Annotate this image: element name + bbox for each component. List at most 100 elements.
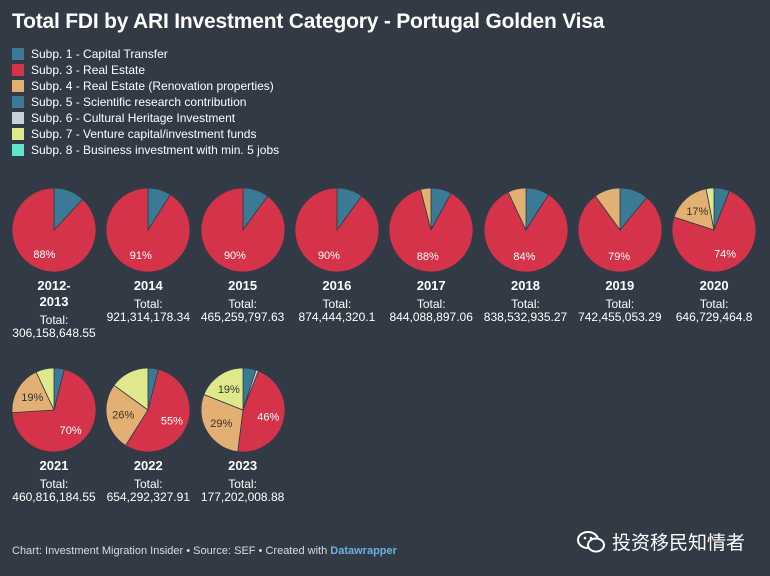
total-value: 306,158,648.55 [12,326,96,340]
total-label: Total: [416,297,446,311]
legend-swatch [12,112,24,124]
pie-slice-subp7 [113,367,149,411]
watermark: 投资移民知情者 [576,528,745,555]
pie-slice-subp7 [203,367,243,411]
slice-percent-label: 46% [257,411,279,423]
pie-chart-4: 88% 2017 Total: 844,088,897.06 [384,187,478,324]
legend-label: Subp. 5 - Scientific research contributi… [31,95,247,109]
pie-chart-2: 90% 2015 Total: 465,259,797.63 [196,187,290,324]
pie-year: 2018 [511,278,540,293]
pie-year: 2022 [133,458,163,473]
total-label: Total: [228,477,257,491]
pie-slice-subp4 [507,187,526,231]
total-label: Total: [511,297,540,311]
slice-percent-label: 88% [417,251,439,263]
pie-year: 2015 [228,278,258,293]
pie-chart-5: 84% 2018 Total: 838,532,935.27 [479,187,573,324]
pie-chart-3: 90% 2016 Total: 874,444,320.1 [290,187,384,324]
pie-slice-subp4 [673,188,715,231]
legend-swatch [12,96,24,108]
legend-swatch [12,128,24,140]
slice-percent-label: 84% [513,251,535,263]
pie-year: 2019 [605,278,635,293]
slice-percent-label: 17% [686,206,708,218]
legend-item: Subp. 7 - Venture capital/investment fun… [12,126,279,142]
pie-chart-10: 46% 29% 19% 2023 Total: 177,202,008.88 [196,367,290,504]
total-value: 177,202,008.88 [200,490,285,504]
pie-year: 2012- 2013 [37,278,71,309]
pie-slice-subp3 [671,190,757,273]
total-value: 921,314,178.34 [106,310,190,324]
legend-label: Subp. 6 - Cultural Heritage Investment [31,111,236,125]
pie-slice-subp3 [577,195,663,273]
legend-label: Subp. 8 - Business investment with min. … [31,143,280,157]
footer-text: Chart: Investment Migration Insider • So… [12,545,331,557]
pie-svg: 88% [11,187,97,273]
total-value: 460,816,184.55 [12,490,96,504]
pie-svg: 90% [200,187,285,273]
pie-slice-subp3 [388,188,474,273]
pie-svg: 55% 26% [105,367,191,453]
slice-percent-label: 26% [113,410,135,422]
pie-svg: 46% 29% 19% [200,367,285,453]
pie-slice-subp4 [11,371,55,414]
legend: Subp. 1 - Capital Transfer Subp. 3 - Real… [12,46,279,158]
pie-slice-subp3 [125,368,191,453]
total-value: 742,455,053.29 [578,310,662,324]
chart-title: Total FDI by ARI Investment Category - P… [12,10,605,33]
total-label: Total: [39,477,69,491]
legend-item: Subp. 6 - Cultural Heritage Investment [12,110,279,126]
legend-label: Subp. 7 - Venture capital/investment fun… [31,127,257,141]
legend-label: Subp. 1 - Capital Transfer [31,47,168,61]
total-label: Total: [133,477,163,491]
slice-percent-label: 90% [224,250,246,262]
pie-slice-subp3 [11,187,97,273]
pie-svg: 79% [577,187,663,273]
pie-year: 2021 [39,458,69,473]
total-value: 465,259,797.63 [200,310,285,324]
pie-slice-subp4 [105,384,149,447]
pie-svg: 84% [483,187,568,273]
pie-slice-subp3 [483,191,568,273]
pie-svg: 90% [294,187,380,273]
pie-slice-subp3 [200,187,285,273]
pie-svg: 88% [388,187,474,273]
pie-chart-9: 55% 26% 2022 Total: 654,292,327.91 [101,367,195,504]
legend-label: Subp. 4 - Real Estate (Renovation proper… [31,79,274,93]
legend-swatch [12,144,24,156]
total-label: Total: [228,297,257,311]
pie-year: 2014 [133,278,163,293]
pie-year: 2016 [322,278,352,293]
total-value: 874,444,320.1 [298,310,376,324]
pie-svg: 74% 17% [671,187,757,273]
pie-year: 2017 [416,278,446,293]
legend-item: Subp. 8 - Business investment with min. … [12,142,279,158]
pie-slice-subp7 [705,187,715,231]
wechat-icon [577,530,605,552]
legend-label: Subp. 3 - Real Estate [31,63,146,77]
slice-percent-label: 91% [130,250,152,262]
pie-chart-0: 88% 2012- 2013 Total: 306,158,648.55 [7,187,101,340]
pie-slice-subp3 [236,370,285,453]
total-label: Total: [133,297,163,311]
pie-year: 2020 [699,278,729,293]
pie-slice-subp3 [294,187,380,273]
total-label: Total: [605,297,635,311]
pie-svg: 91% [105,187,191,273]
total-label: Total: [699,297,729,311]
total-label: Total: [322,297,352,311]
pie-slice-subp4 [594,187,621,232]
datawrapper-link[interactable]: Datawrapper [330,545,397,557]
legend-item: Subp. 4 - Real Estate (Renovation proper… [12,78,279,94]
legend-item: Subp. 3 - Real Estate [12,62,279,78]
pie-chart-7: 74% 17% 2020 Total: 646,729,464.8 [667,187,761,324]
slice-percent-label: 19% [217,384,239,396]
pie-year: 2023 [228,458,258,473]
total-value: 646,729,464.8 [675,310,753,324]
pie-chart-1: 91% 2014 Total: 921,314,178.34 [101,187,195,324]
total-value: 844,088,897.06 [389,310,473,324]
pie-slice-subp4 [200,394,244,453]
legend-swatch [12,80,24,92]
slice-percent-label: 55% [161,415,183,427]
